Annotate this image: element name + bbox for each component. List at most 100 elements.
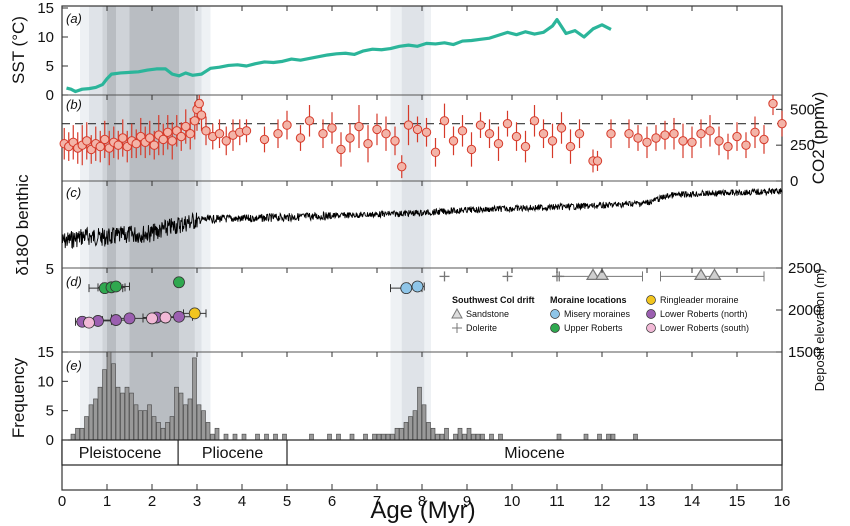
co2-point	[547, 136, 558, 146]
co2-point	[201, 126, 211, 136]
histogram-bar	[147, 404, 152, 441]
co2-point	[592, 156, 603, 166]
elevation-point	[146, 312, 158, 325]
histogram-bar	[129, 392, 134, 441]
histogram-bar	[475, 433, 481, 441]
histogram-bar	[457, 427, 463, 441]
co2-point	[642, 137, 652, 148]
co2-point	[273, 129, 283, 139]
co2-tick-label: 250	[790, 137, 815, 154]
epoch-bar: Pleistocene Pliocene Miocene	[61, 439, 783, 466]
histogram-bar	[187, 398, 193, 441]
co2-point	[502, 118, 513, 129]
d18o-axis-label: δ18O benthic	[13, 174, 32, 276]
histogram-bar	[498, 433, 503, 441]
elevation-axis-label: Deposit elevation (m)	[812, 269, 827, 392]
histogram-bar	[93, 398, 98, 441]
histogram-bar	[412, 410, 418, 441]
frequency-tick-label: 0	[46, 432, 54, 449]
co2-point	[82, 136, 92, 146]
co2-point	[194, 98, 204, 109]
histogram-bar	[210, 433, 215, 441]
co2-point	[624, 129, 634, 139]
x-tick-label: 6	[328, 493, 336, 510]
histogram-bar	[102, 369, 107, 441]
histogram-bar	[471, 433, 476, 441]
histogram-bar	[75, 427, 80, 441]
co2-point	[529, 116, 540, 126]
co2-point	[732, 131, 742, 142]
co2-point	[493, 139, 504, 149]
elevation-point	[110, 280, 122, 293]
legend-box	[446, 292, 776, 348]
elevation-tick-label: 1500	[788, 344, 821, 361]
x-tick-label: 4	[238, 493, 246, 510]
shaded-intervals	[80, 6, 431, 440]
co2-point	[304, 116, 315, 126]
x-tick-label: 13	[639, 493, 656, 510]
legend-marker	[646, 309, 656, 319]
co2-point	[345, 133, 355, 143]
panel-label-e: (e)	[66, 358, 82, 373]
sst-tick-label: 0	[46, 87, 54, 104]
histogram-bar	[417, 386, 422, 441]
legend-label: Dolerite	[466, 323, 497, 333]
elevation-tick-label: 2000	[788, 302, 821, 319]
histogram-bar	[399, 427, 404, 441]
legend-marker	[646, 295, 656, 305]
histogram-bar	[421, 404, 427, 441]
histogram-bar	[84, 416, 89, 441]
frequency-tick-label: 10	[37, 373, 54, 390]
x-tick-label: 9	[463, 493, 471, 510]
panel-a-sst	[66, 18, 612, 94]
legend-label: Upper Roberts	[564, 323, 623, 333]
panel-b-co2	[59, 95, 787, 179]
co2-point	[412, 124, 423, 135]
histogram-bar	[232, 433, 238, 441]
histogram-bar	[385, 433, 391, 441]
co2-point	[397, 161, 407, 172]
frequency-tick-label: 5	[46, 403, 54, 420]
co2-point	[669, 129, 679, 139]
elevation-point	[173, 310, 185, 323]
co2-point	[131, 139, 141, 149]
co2-point	[484, 129, 495, 139]
legend-marker	[550, 309, 560, 319]
sandstone-marker	[707, 268, 722, 280]
co2-tick-label: 500	[790, 101, 815, 118]
legend-marker	[550, 323, 560, 333]
histogram-bar	[106, 351, 112, 441]
histogram-bar	[435, 433, 440, 441]
epoch-frame	[61, 439, 783, 466]
sandstone-marker	[693, 268, 709, 280]
co2-point	[768, 98, 778, 109]
co2-point	[457, 126, 468, 136]
histogram-bar	[336, 433, 341, 441]
sst-axis-label: SST (°C)	[9, 16, 28, 84]
histogram-bar	[403, 422, 409, 441]
histogram-bar	[165, 422, 170, 441]
co2-point	[241, 126, 252, 136]
sst-line	[66, 18, 612, 94]
co2-point	[520, 141, 531, 152]
co2-point	[430, 147, 441, 158]
co2-point	[181, 121, 191, 132]
co2-point	[556, 123, 567, 133]
histogram-bar	[88, 404, 94, 441]
panel-d-elevation: Southwest Col drift Sandstone Dolerite Mora…	[75, 268, 776, 348]
histogram-bar	[183, 404, 188, 441]
legend-title: Moraine locations	[550, 295, 627, 305]
legend-marker	[646, 323, 656, 333]
histogram-bar	[408, 416, 413, 441]
x-tick-label: 11	[549, 493, 565, 510]
x-tick-label: 15	[729, 493, 746, 510]
co2-point	[741, 140, 751, 150]
x-tick-label: 8	[418, 493, 426, 510]
elevation-point	[400, 282, 413, 295]
co2-point	[687, 137, 697, 148]
histogram-bar	[205, 422, 211, 441]
co2-point	[190, 116, 200, 126]
co2-point	[95, 141, 105, 152]
co2-point	[214, 129, 225, 139]
co2-point	[336, 144, 346, 155]
